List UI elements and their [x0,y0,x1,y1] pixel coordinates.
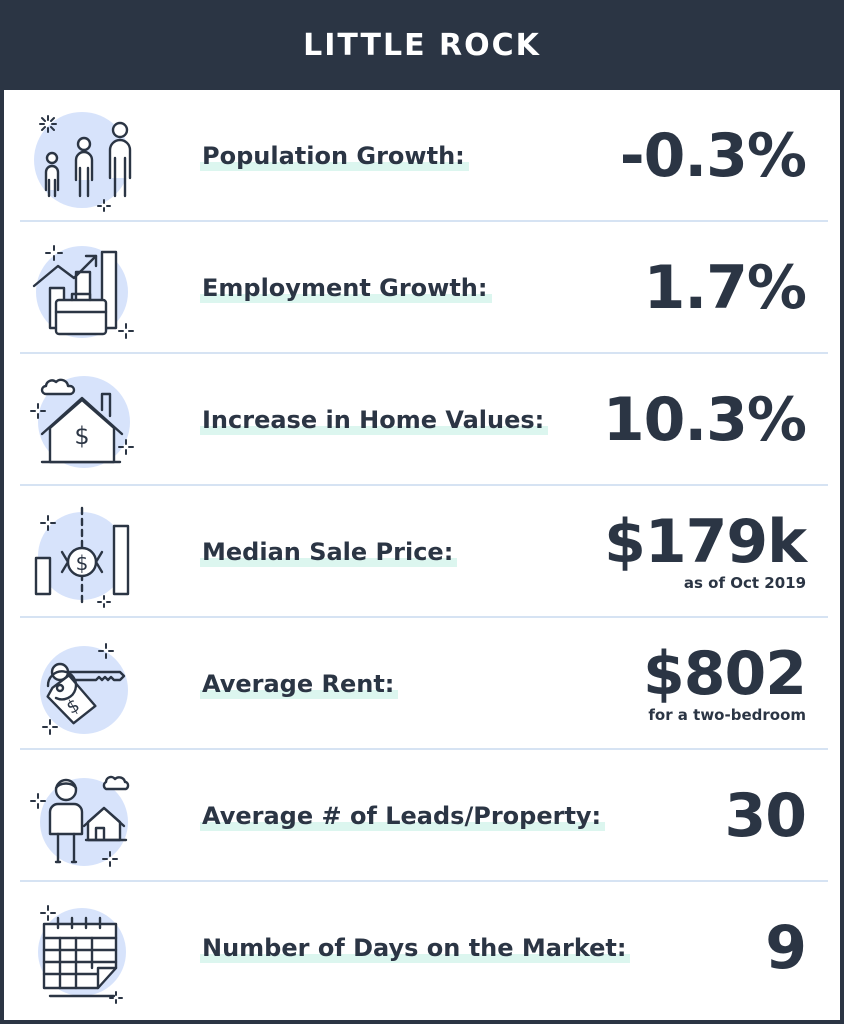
divider [20,220,828,222]
stat-value: $179k [604,507,807,577]
stats-card: Population Growth: -0.3% [4,90,840,1020]
divider [20,748,828,750]
stat-row-days-on-market: Number of Days on the Market: 9 [4,882,840,1014]
stat-row-home-values: $ Increase in Home Values: 10.3% [4,354,840,486]
stat-row-population-growth: Population Growth: -0.3% [4,90,840,222]
stat-value: 1.7% [643,253,807,323]
person-house-icon [30,775,130,867]
price-chart-icon: $ [34,506,130,608]
people-icon [34,112,132,212]
svg-text:$: $ [74,422,89,450]
svg-text:$: $ [76,551,89,575]
stat-label: Number of Days on the Market: [200,933,631,963]
calendar-icon [38,905,126,1004]
stat-label: Employment Growth: [200,273,492,303]
city-title: LITTLE ROCK [303,27,541,63]
header: LITTLE ROCK [0,0,844,90]
stat-note: for a two-bedroom [648,706,806,724]
stat-label: Average # of Leads/Property: [200,801,606,831]
stat-value: 30 [724,781,807,851]
divider [20,616,828,618]
stat-note: as of Oct 2019 [683,574,806,592]
divider [20,880,828,882]
stat-row-employment-growth: Employment Growth: 1.7% [4,222,840,354]
stat-label: Average Rent: [200,669,399,699]
stat-label: Increase in Home Values: [200,405,549,435]
divider [20,352,828,354]
stat-label: Population Growth: [200,141,469,171]
divider [20,484,828,486]
stat-value: 9 [765,913,807,983]
stat-value: -0.3% [619,121,807,191]
stat-row-average-rent: $ Average Rent: $802 for a two-bedroom [4,618,840,750]
briefcase-chart-icon [32,245,134,339]
stat-label: Median Sale Price: [200,537,458,567]
stat-value: 10.3% [602,385,807,455]
stat-row-leads-per-property: Average # of Leads/Property: 30 [4,750,840,882]
stat-row-median-sale-price: $ Median Sale Price: $179k as of Oct 201… [4,486,840,618]
house-dollar-icon: $ [30,376,134,468]
key-tag-icon: $ [40,643,128,735]
stat-value: $802 [643,639,807,709]
